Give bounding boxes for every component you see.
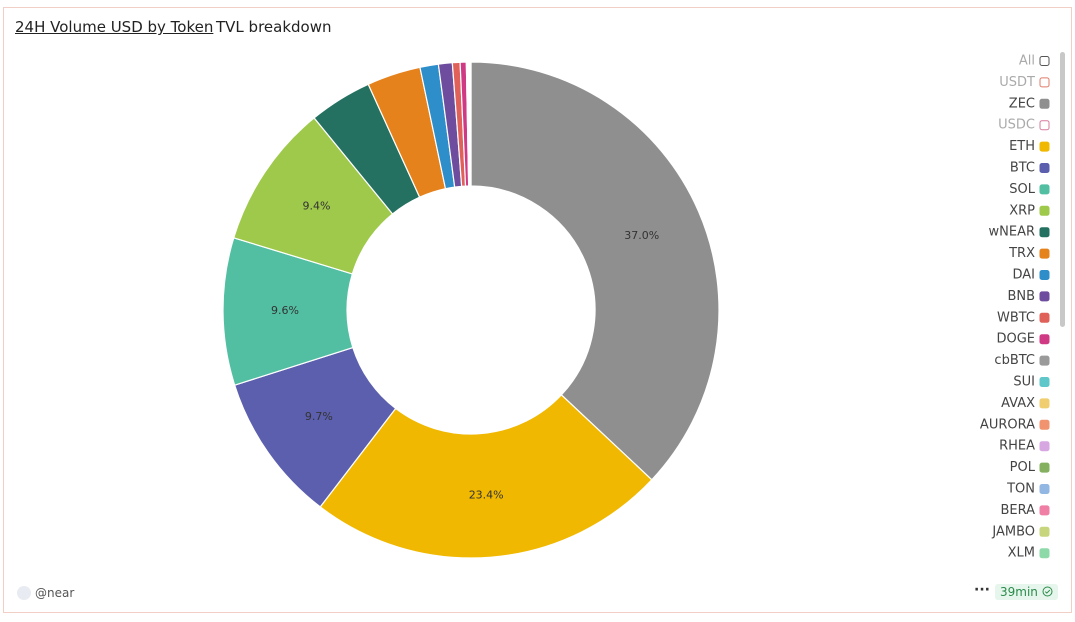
legend: All USDT ZEC USDC ETH BTC SOL XRP wNEAR TRX DAI BNB…	[980, 54, 1050, 561]
legend-label[interactable]: BNB	[1007, 289, 1035, 304]
legend-label[interactable]: USDT	[999, 75, 1035, 90]
legend-label[interactable]: WBTC	[997, 310, 1035, 325]
legend-label[interactable]: cbBTC	[994, 353, 1035, 368]
user[interactable]: @near	[35, 586, 75, 600]
legend-swatch[interactable]	[1039, 312, 1050, 323]
legend-label[interactable]: RHEA	[999, 439, 1035, 454]
legend-label[interactable]: POL	[1010, 460, 1036, 475]
legend-swatch[interactable]	[1039, 163, 1050, 173]
age-text: 39min	[1000, 585, 1038, 599]
legend-swatch[interactable]	[1039, 291, 1050, 302]
chart: 37.0% 23.4% 9.7% 9.6% 9.4% All USDT ZEC USDC ETH B…	[222, 52, 1065, 561]
scrollbar[interactable]	[1060, 52, 1065, 327]
legend-swatch[interactable]	[1039, 398, 1050, 409]
legend-label[interactable]: ZEC	[1009, 96, 1035, 111]
legend-label[interactable]: SUI	[1013, 375, 1035, 390]
legend-label[interactable]: XLM	[1008, 546, 1035, 561]
tab[interactable]: TVL breakdown	[216, 18, 332, 36]
legend-label[interactable]: BTC	[1010, 161, 1035, 176]
legend-label[interactable]: JAMBO	[991, 524, 1035, 539]
slice[interactable]	[470, 61, 720, 481]
legend-label[interactable]: wNEAR	[989, 225, 1036, 240]
legend-label[interactable]: BERA	[1000, 503, 1035, 518]
legend-label[interactable]: SOL	[1009, 182, 1035, 197]
card: 24H Volume USD by Token TVL breakdown 37…	[3, 7, 1072, 613]
legend-label[interactable]: XRP	[1009, 203, 1035, 218]
legend-swatch[interactable]	[1039, 548, 1050, 559]
legend-swatch[interactable]	[1039, 77, 1050, 88]
legend-label[interactable]: TRX	[1008, 246, 1035, 261]
legend-all[interactable]: All	[1019, 54, 1035, 69]
legend-all-swatch[interactable]	[1039, 56, 1050, 66]
data-label: 9.4%	[303, 199, 331, 212]
legend-label[interactable]: TON	[1006, 482, 1035, 497]
age: 39min	[995, 584, 1058, 600]
legend-swatch[interactable]	[1039, 184, 1050, 195]
legend-swatch[interactable]	[1039, 141, 1050, 152]
legend-swatch[interactable]	[1039, 441, 1050, 452]
legend-swatch[interactable]	[1039, 505, 1050, 516]
legend-label[interactable]: USDC	[998, 118, 1035, 133]
data-label: 9.7%	[305, 410, 333, 423]
legend-swatch[interactable]	[1039, 120, 1050, 131]
legend-swatch[interactable]	[1039, 377, 1050, 387]
legend-swatch[interactable]	[1039, 462, 1050, 473]
legend-label[interactable]: AVAX	[1001, 396, 1035, 411]
legend-swatch[interactable]	[1039, 484, 1050, 494]
legend-swatch[interactable]	[1039, 526, 1050, 537]
data-label: 37.0%	[624, 229, 659, 242]
legend-label[interactable]: AURORA	[980, 417, 1035, 432]
legend-swatch[interactable]	[1039, 98, 1050, 109]
menu[interactable]: ···	[974, 582, 990, 598]
legend-swatch[interactable]	[1039, 270, 1050, 280]
avatar	[17, 586, 31, 600]
legend-swatch[interactable]	[1039, 248, 1050, 259]
legend-swatch[interactable]	[1039, 355, 1050, 366]
slice[interactable]	[319, 394, 653, 559]
legend-swatch[interactable]	[1039, 334, 1050, 345]
legend-swatch[interactable]	[1039, 227, 1050, 238]
legend-swatch[interactable]	[1039, 419, 1050, 430]
legend-label[interactable]: DOGE	[996, 332, 1035, 347]
check-icon	[1042, 586, 1053, 597]
legend-label[interactable]: ETH	[1009, 139, 1035, 154]
chart-title[interactable]: 24H Volume USD by Token	[15, 18, 214, 36]
legend-swatch[interactable]	[1039, 205, 1050, 216]
data-label: 23.4%	[469, 488, 504, 501]
legend-label[interactable]: DAI	[1012, 268, 1035, 283]
data-label: 9.6%	[271, 304, 299, 317]
